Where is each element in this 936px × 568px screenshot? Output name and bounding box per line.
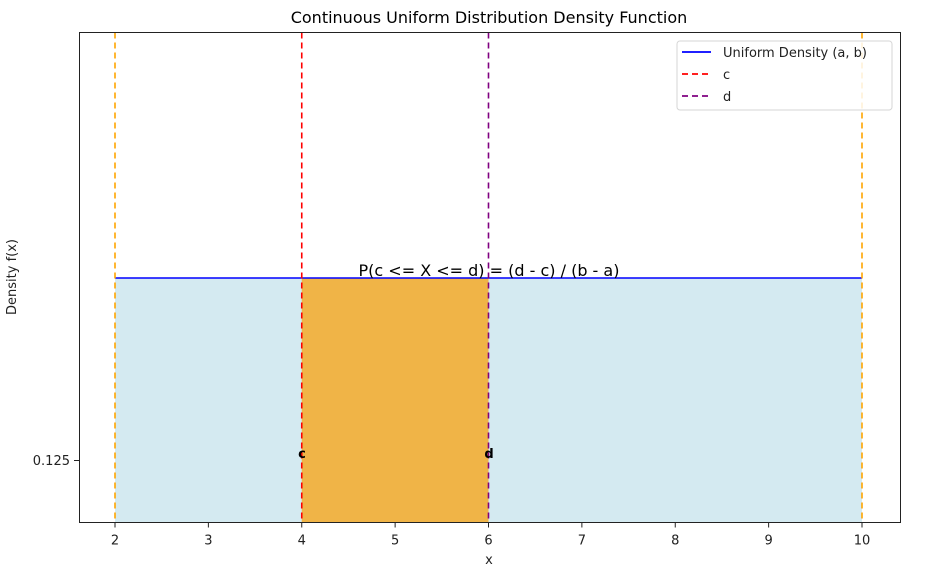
x-axis-label: x (485, 553, 493, 568)
x-axis-ticks: 2 3 4 5 6 7 8 9 10 (111, 522, 871, 549)
y-axis-ticks: 0.125 (33, 454, 80, 469)
probability-area (301, 278, 489, 523)
x-tick-label: 8 (671, 534, 679, 549)
x-tick-label: 6 (484, 534, 492, 549)
x-tick-label: 5 (391, 534, 399, 549)
legend-d-label: d (723, 90, 731, 105)
x-tick-label: 7 (578, 534, 586, 549)
x-tick-label: 4 (298, 534, 306, 549)
y-tick-label: 0.125 (33, 454, 70, 469)
x-tick-label: 3 (204, 534, 212, 549)
legend-c-label: c (723, 68, 730, 83)
x-tick-label: 2 (111, 534, 119, 549)
legend-uniform-label: Uniform Density (a, b) (723, 46, 867, 61)
formula-annotation: P(c <= X <= d) = (d - c) / (b - a) (359, 261, 620, 280)
chart-title: Continuous Uniform Distribution Density … (291, 8, 688, 27)
d-annotation: d (484, 447, 493, 462)
x-tick-label: 10 (854, 534, 871, 549)
legend: Uniform Density (a, b) c d (676, 40, 893, 111)
y-axis-label: Density f(x) (5, 239, 20, 315)
c-annotation: c (298, 447, 306, 462)
axes-frame (79, 32, 901, 523)
x-tick-label: 9 (764, 534, 772, 549)
